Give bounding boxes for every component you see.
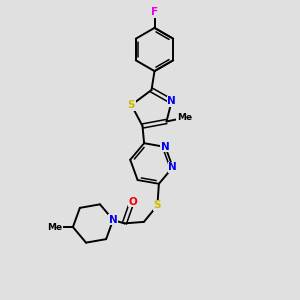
Text: S: S <box>128 100 135 110</box>
Text: Me: Me <box>47 223 62 232</box>
Text: F: F <box>151 7 158 17</box>
Text: S: S <box>154 200 161 210</box>
Text: N: N <box>168 162 177 172</box>
Text: N: N <box>161 142 170 152</box>
Text: N: N <box>167 96 176 106</box>
Text: N: N <box>109 215 118 225</box>
Text: O: O <box>128 197 137 207</box>
Text: Me: Me <box>177 113 192 122</box>
